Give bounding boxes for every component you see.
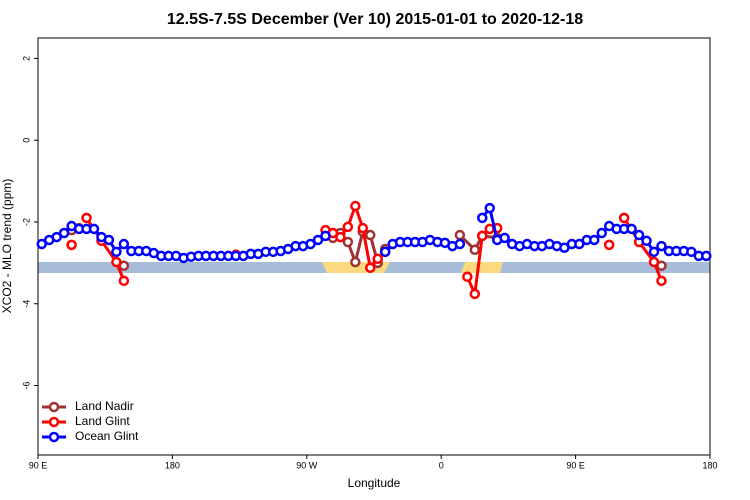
y-tick-label: -2 [21,218,31,226]
point [103,234,115,246]
point [118,238,130,250]
point [36,238,47,250]
x-axis-label: Longitude [348,476,401,490]
point [365,229,376,241]
point [477,212,488,224]
point [469,288,481,300]
point [603,239,615,251]
land-patch [461,262,503,273]
point [51,231,62,243]
point [648,256,660,268]
y-tick-label: -4 [21,300,31,308]
point [81,212,92,224]
point [701,250,712,262]
point [118,275,130,287]
point [58,227,70,239]
point [320,230,331,242]
point [335,231,346,243]
legend-label: Land Glint [75,414,130,428]
point [641,235,652,247]
point [589,234,600,246]
point [111,256,122,268]
x-tick-label: 90 W [296,460,318,470]
point [379,246,391,258]
point [648,246,660,258]
point [656,240,667,252]
y-tick-label: 0 [21,138,31,143]
point [350,200,361,212]
point [574,238,585,250]
chart-title: 12.5S-7.5S December (Ver 10) 2015-01-01 … [167,11,583,28]
point [88,223,100,235]
y-tick-label: -6 [21,381,31,389]
point [312,234,324,246]
point [499,232,510,244]
x-tick-label: 180 [702,460,717,470]
point [633,229,645,241]
point [357,222,369,234]
y-axis-label: XCO2 - MLO trend (ppm) [0,179,14,314]
x-tick-label: 90 E [29,460,48,470]
point [111,246,122,258]
point [618,212,630,224]
point [454,229,466,241]
x-tick-label: 90 E [566,460,585,470]
point [626,223,637,235]
x-tick-label: 180 [165,460,180,470]
point [656,275,667,287]
point [462,271,473,283]
legend-marker [48,401,60,413]
point [372,253,383,265]
point [305,238,316,250]
point [342,221,354,233]
point [342,236,354,248]
point [596,227,607,239]
point [350,256,361,268]
legend-marker [48,416,60,428]
point [686,246,697,258]
point [477,230,488,242]
legend-marker [48,431,60,443]
legend-label: Land Nadir [75,399,134,413]
point [484,202,495,214]
y-tick-label: 2 [21,56,31,61]
point [454,238,466,250]
point [365,262,376,274]
point [469,244,481,256]
x-tick-label: 0 [439,460,444,470]
point [66,239,77,251]
legend-label: Ocean Glint [75,429,139,443]
